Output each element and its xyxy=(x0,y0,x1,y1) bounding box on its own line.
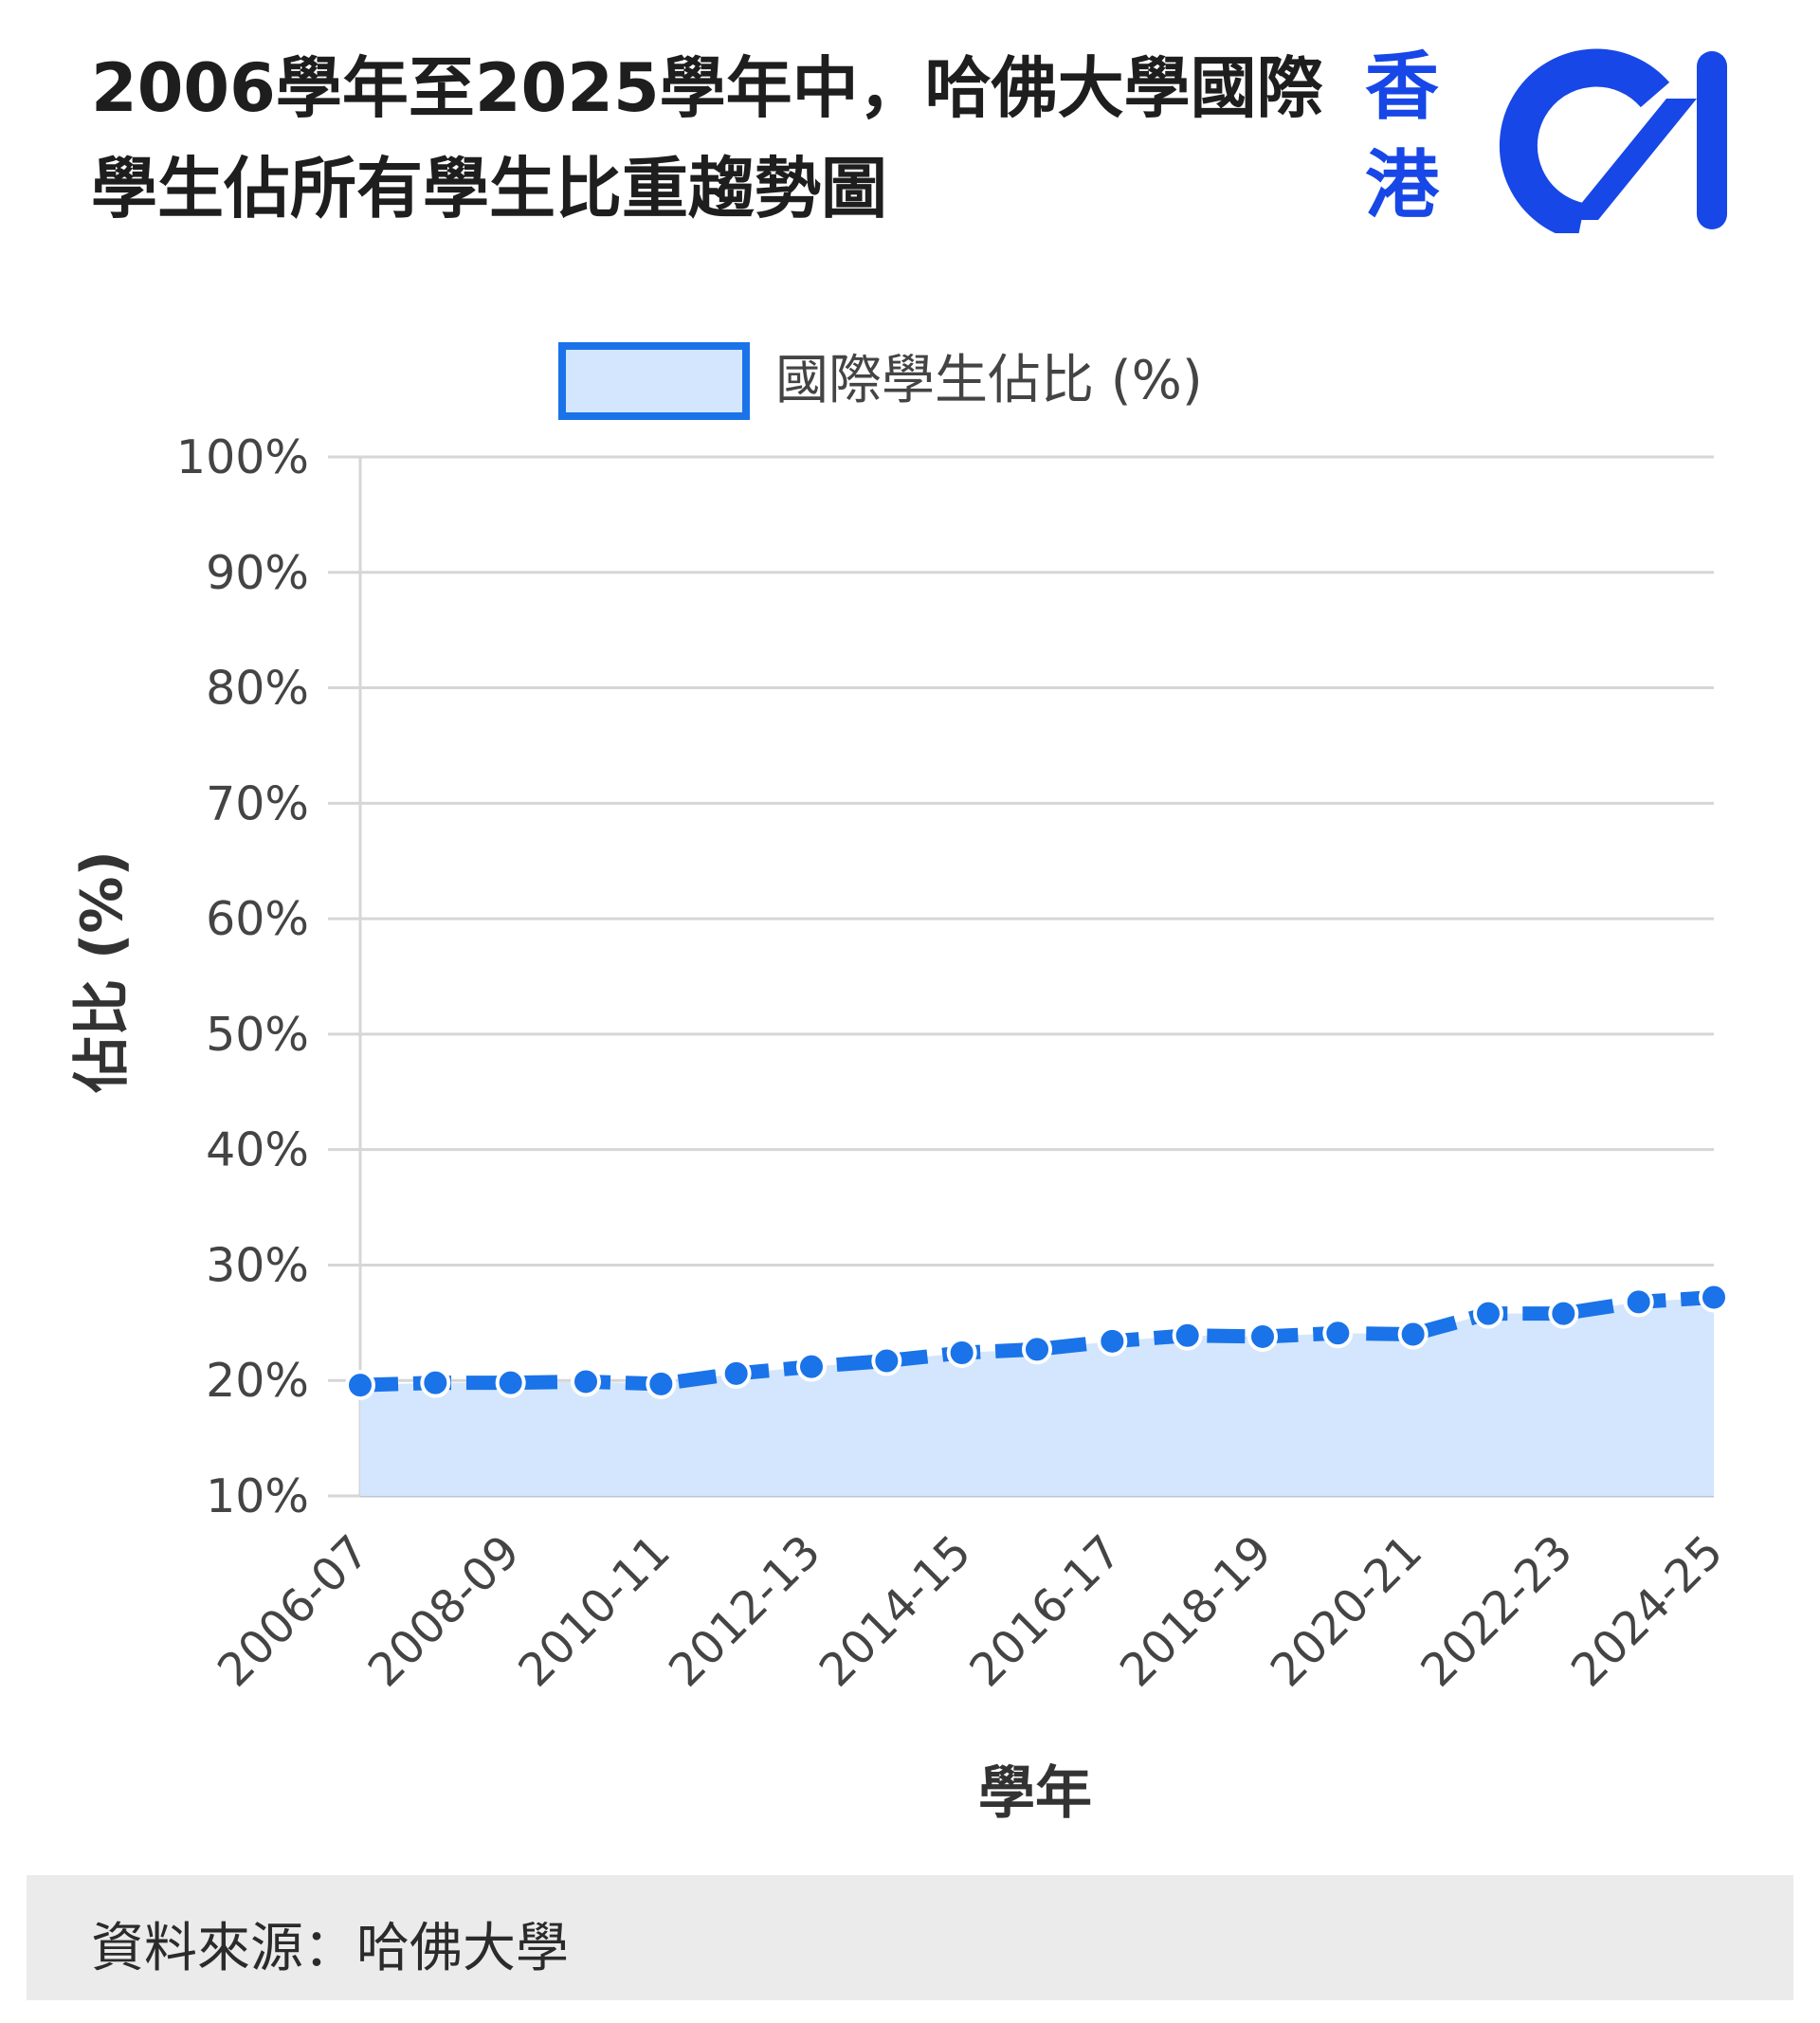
data-point xyxy=(1247,1321,1278,1352)
chart-title: 2006學年至2025學年中，哈佛大學國際學生佔所有學生比重趨勢圖 xyxy=(91,49,1323,228)
data-point xyxy=(720,1358,752,1389)
data-point xyxy=(796,1351,827,1382)
data-point xyxy=(1322,1318,1354,1349)
x-tick-label: 2014-15 xyxy=(810,1525,981,1697)
logo-mark-icon xyxy=(1499,48,1727,233)
chart: 國際學生佔比 (%) 10%20%30%40%50%60%70%80%90%10… xyxy=(69,342,1733,1827)
y-axis-ticks: 10% 20% 30% 40% 50% 60% 70% 80% 90% 100% xyxy=(176,430,309,1523)
y-tick-label: 80% xyxy=(206,662,309,716)
data-point xyxy=(646,1368,677,1399)
data-point xyxy=(1623,1286,1654,1318)
y-tick-label: 60% xyxy=(206,892,309,946)
y-tick-label: 50% xyxy=(206,1008,309,1062)
data-point xyxy=(420,1367,451,1398)
data-point xyxy=(1022,1334,1052,1365)
y-tick-label: 40% xyxy=(206,1123,309,1177)
area-fill xyxy=(360,1297,1714,1496)
data-point xyxy=(345,1370,375,1401)
x-tick-label: 2018-19 xyxy=(1110,1525,1282,1697)
y-tick-label: 30% xyxy=(206,1238,309,1292)
data-point xyxy=(1172,1320,1203,1351)
y-tick-label: 100% xyxy=(176,430,309,484)
data-point xyxy=(1548,1298,1579,1329)
x-tick-label: 2022-23 xyxy=(1410,1525,1582,1697)
data-point xyxy=(571,1366,601,1397)
data-point xyxy=(871,1345,902,1376)
legend-label: 國際學生佔比 (%) xyxy=(775,350,1203,411)
data-point xyxy=(1397,1319,1429,1350)
logo: 香港 xyxy=(1365,38,1744,246)
legend: 國際學生佔比 (%) xyxy=(558,342,1203,420)
data-point xyxy=(946,1337,977,1368)
y-tick-label: 10% xyxy=(206,1469,309,1523)
logo-text: 香港 xyxy=(1365,45,1440,228)
data-point xyxy=(1097,1325,1128,1357)
data-point xyxy=(1473,1298,1503,1329)
data-points xyxy=(345,1282,1729,1401)
data-point xyxy=(1699,1282,1729,1313)
y-tick-label: 90% xyxy=(206,546,309,600)
x-tick-label: 2010-11 xyxy=(508,1525,680,1697)
x-tick-label: 2008-09 xyxy=(358,1525,530,1697)
x-tick-label: 2024-25 xyxy=(1561,1525,1733,1697)
y-tick-label: 70% xyxy=(206,776,309,830)
y-axis-title: 佔比 (%) xyxy=(69,850,136,1094)
x-tick-label: 2006-07 xyxy=(208,1525,379,1697)
x-axis-ticks: 2006-072008-092010-112012-132014-152016-… xyxy=(208,1525,1733,1697)
x-tick-label: 2012-13 xyxy=(659,1525,830,1697)
source-text: 資料來源：哈佛大學 xyxy=(91,1918,569,1979)
legend-swatch xyxy=(558,342,750,420)
x-tick-label: 2020-21 xyxy=(1261,1525,1432,1697)
x-axis-title: 學年 xyxy=(978,1760,1092,1827)
source-footer: 資料來源：哈佛大學 xyxy=(27,1875,1793,2000)
y-tick-label: 20% xyxy=(206,1354,309,1408)
data-point xyxy=(495,1367,526,1398)
area-shape xyxy=(360,1297,1714,1496)
x-tick-label: 2016-17 xyxy=(959,1525,1131,1697)
